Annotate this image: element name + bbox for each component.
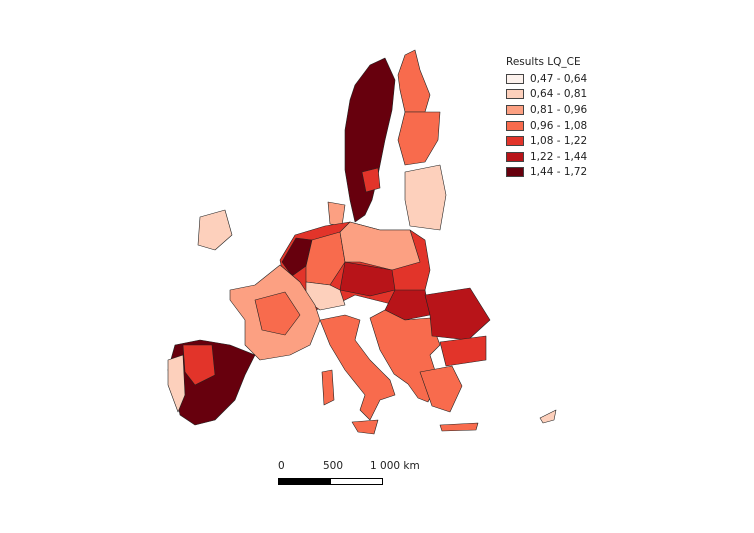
- legend-label: 0,81 - 0,96: [530, 103, 588, 116]
- region-cyprus: [539, 409, 557, 424]
- legend-item: 1,22 - 1,44: [506, 149, 587, 165]
- legend-item: 1,08 - 1,22: [506, 133, 587, 149]
- legend-item: 0,64 - 0,81: [506, 87, 587, 103]
- legend-swatch: [506, 89, 524, 100]
- region-romania: [424, 287, 491, 341]
- region-spain-northwest: [182, 344, 216, 386]
- region-sicily: [351, 419, 379, 435]
- scale-label-zero: 0: [278, 460, 285, 472]
- region-finland-north: [397, 49, 431, 113]
- legend-swatch: [506, 136, 524, 147]
- legend-swatch: [506, 73, 524, 84]
- region-france-center: [254, 291, 301, 336]
- region-baltics: [404, 164, 447, 231]
- region-czechia: [339, 261, 396, 297]
- legend-item: 1,44 - 1,72: [506, 165, 587, 181]
- region-sweden-mid: [361, 167, 381, 193]
- region-hungary-slovakia: [384, 289, 431, 321]
- legend-item: 0,47 - 0,64: [506, 71, 587, 87]
- region-italy: [319, 314, 396, 421]
- region-greece: [419, 365, 463, 413]
- legend-label: 0,96 - 1,08: [530, 119, 588, 132]
- regions: [167, 49, 557, 435]
- legend-label: 1,22 - 1,44: [530, 150, 588, 163]
- legend-swatch: [506, 104, 524, 115]
- legend-label: 0,64 - 0,81: [530, 88, 588, 101]
- legend-label: 1,08 - 1,22: [530, 135, 588, 148]
- map-legend: Results LQ_CE 0,47 - 0,64 0,64 - 0,81 0,81…: [506, 56, 587, 180]
- region-ireland: [197, 209, 233, 251]
- legend-item: 0,81 - 0,96: [506, 102, 587, 118]
- scale-bar: 0 500 1 000 km: [278, 460, 420, 490]
- legend-item: 0,96 - 1,08: [506, 118, 587, 134]
- legend-swatch: [506, 120, 524, 131]
- legend-label: 1,44 - 1,72: [530, 166, 588, 179]
- scale-label-mid: 500: [323, 460, 344, 472]
- legend-label: 0,47 - 0,64: [530, 72, 588, 85]
- region-sweden: [344, 57, 396, 223]
- legend-swatch: [506, 167, 524, 178]
- region-crete: [439, 422, 479, 432]
- scale-label-end: 1 000 km: [370, 460, 420, 472]
- scale-bar-white: [330, 478, 383, 485]
- legend-swatch: [506, 151, 524, 162]
- region-sardinia: [321, 369, 335, 406]
- legend-title: Results LQ_CE: [506, 56, 581, 68]
- region-portugal: [167, 354, 186, 413]
- scale-bar-black: [278, 478, 331, 485]
- region-denmark: [327, 201, 346, 227]
- region-finland-south: [397, 111, 441, 166]
- region-bulgaria: [439, 335, 487, 367]
